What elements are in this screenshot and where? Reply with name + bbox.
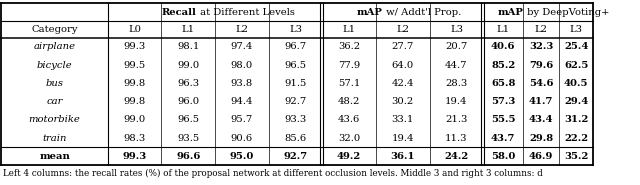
Text: L0: L0 bbox=[128, 25, 141, 34]
Text: 62.5: 62.5 bbox=[564, 61, 588, 70]
Text: 94.4: 94.4 bbox=[230, 97, 253, 106]
Text: 29.4: 29.4 bbox=[564, 97, 588, 106]
Text: L3: L3 bbox=[289, 25, 302, 34]
Text: 43.4: 43.4 bbox=[529, 115, 554, 124]
Text: L1: L1 bbox=[342, 25, 356, 34]
Text: 92.7: 92.7 bbox=[284, 97, 307, 106]
Text: 77.9: 77.9 bbox=[338, 61, 360, 70]
Text: mean: mean bbox=[39, 152, 70, 161]
Text: 99.8: 99.8 bbox=[124, 97, 146, 106]
Text: 42.4: 42.4 bbox=[392, 79, 414, 88]
Text: L1: L1 bbox=[182, 25, 195, 34]
Text: 79.6: 79.6 bbox=[529, 61, 553, 70]
Text: 98.3: 98.3 bbox=[124, 134, 146, 143]
Text: 30.2: 30.2 bbox=[392, 97, 414, 106]
Text: 95.7: 95.7 bbox=[231, 115, 253, 124]
Text: 24.2: 24.2 bbox=[444, 152, 468, 161]
Text: Category: Category bbox=[31, 25, 78, 34]
Text: 93.3: 93.3 bbox=[284, 115, 307, 124]
Text: motorbike: motorbike bbox=[29, 115, 81, 124]
Text: 92.7: 92.7 bbox=[284, 152, 308, 161]
Text: L3: L3 bbox=[570, 25, 582, 34]
Text: 99.0: 99.0 bbox=[124, 115, 146, 124]
Text: 95.0: 95.0 bbox=[230, 152, 254, 161]
Text: 46.9: 46.9 bbox=[529, 152, 553, 161]
Text: bicycle: bicycle bbox=[36, 61, 72, 70]
Text: 93.8: 93.8 bbox=[231, 79, 253, 88]
Text: train: train bbox=[42, 134, 67, 143]
Text: 43.6: 43.6 bbox=[338, 115, 360, 124]
Text: 25.4: 25.4 bbox=[564, 42, 588, 51]
Text: 97.4: 97.4 bbox=[230, 42, 253, 51]
Text: 64.0: 64.0 bbox=[392, 61, 414, 70]
Text: 32.0: 32.0 bbox=[338, 134, 360, 143]
Text: 99.5: 99.5 bbox=[124, 61, 146, 70]
Text: L1: L1 bbox=[497, 25, 509, 34]
Text: 99.0: 99.0 bbox=[177, 61, 199, 70]
Text: mAP: mAP bbox=[356, 8, 383, 17]
Text: 96.5: 96.5 bbox=[284, 61, 307, 70]
Text: 58.0: 58.0 bbox=[491, 152, 515, 161]
Text: Recall: Recall bbox=[162, 8, 196, 17]
Text: 91.5: 91.5 bbox=[284, 79, 307, 88]
Text: 40.5: 40.5 bbox=[564, 79, 588, 88]
Text: 41.7: 41.7 bbox=[529, 97, 553, 106]
Text: car: car bbox=[46, 97, 63, 106]
Text: at Different Levels: at Different Levels bbox=[198, 8, 295, 17]
Text: 27.7: 27.7 bbox=[392, 42, 414, 51]
Text: 99.8: 99.8 bbox=[124, 79, 146, 88]
Text: 48.2: 48.2 bbox=[338, 97, 360, 106]
Text: 33.1: 33.1 bbox=[392, 115, 414, 124]
Text: L2: L2 bbox=[534, 25, 548, 34]
Text: 98.0: 98.0 bbox=[231, 61, 253, 70]
Text: 99.3: 99.3 bbox=[124, 42, 146, 51]
Text: 21.3: 21.3 bbox=[445, 115, 468, 124]
Text: L3: L3 bbox=[450, 25, 463, 34]
Text: 22.2: 22.2 bbox=[564, 134, 588, 143]
Text: w/ Addt'l Prop.: w/ Addt'l Prop. bbox=[383, 8, 461, 17]
Text: 44.7: 44.7 bbox=[445, 61, 468, 70]
Text: 57.3: 57.3 bbox=[491, 97, 515, 106]
Text: mAP: mAP bbox=[498, 8, 524, 17]
Text: 32.3: 32.3 bbox=[529, 42, 553, 51]
Text: 54.6: 54.6 bbox=[529, 79, 554, 88]
Text: 19.4: 19.4 bbox=[392, 134, 414, 143]
Text: 96.3: 96.3 bbox=[177, 79, 199, 88]
Text: 99.3: 99.3 bbox=[122, 152, 147, 161]
Text: 85.6: 85.6 bbox=[284, 134, 307, 143]
Text: L2: L2 bbox=[396, 25, 410, 34]
Text: 96.7: 96.7 bbox=[284, 42, 307, 51]
Text: 90.6: 90.6 bbox=[231, 134, 253, 143]
Text: 35.2: 35.2 bbox=[564, 152, 588, 161]
Text: 36.1: 36.1 bbox=[390, 152, 415, 161]
Text: 20.7: 20.7 bbox=[445, 42, 468, 51]
Text: 28.3: 28.3 bbox=[445, 79, 468, 88]
Text: 43.7: 43.7 bbox=[491, 134, 515, 143]
Text: bus: bus bbox=[45, 79, 63, 88]
Text: 19.4: 19.4 bbox=[445, 97, 468, 106]
Text: 85.2: 85.2 bbox=[491, 61, 515, 70]
Text: 98.1: 98.1 bbox=[177, 42, 200, 51]
Text: 40.6: 40.6 bbox=[491, 42, 515, 51]
Text: L2: L2 bbox=[236, 25, 248, 34]
Text: 93.5: 93.5 bbox=[177, 134, 199, 143]
Text: 57.1: 57.1 bbox=[338, 79, 360, 88]
Text: Left 4 columns: the recall rates (%) of the proposal network at different occlus: Left 4 columns: the recall rates (%) of … bbox=[3, 169, 543, 179]
Text: 31.2: 31.2 bbox=[564, 115, 588, 124]
Text: 11.3: 11.3 bbox=[445, 134, 468, 143]
Text: 96.0: 96.0 bbox=[177, 97, 199, 106]
Text: airplane: airplane bbox=[33, 42, 76, 51]
Text: 96.5: 96.5 bbox=[177, 115, 199, 124]
Text: 55.5: 55.5 bbox=[491, 115, 515, 124]
Text: 96.6: 96.6 bbox=[176, 152, 200, 161]
Text: 29.8: 29.8 bbox=[529, 134, 553, 143]
Text: 36.2: 36.2 bbox=[338, 42, 360, 51]
Text: 49.2: 49.2 bbox=[337, 152, 361, 161]
Text: by DeepVoting+: by DeepVoting+ bbox=[524, 8, 610, 17]
Text: 65.8: 65.8 bbox=[491, 79, 515, 88]
